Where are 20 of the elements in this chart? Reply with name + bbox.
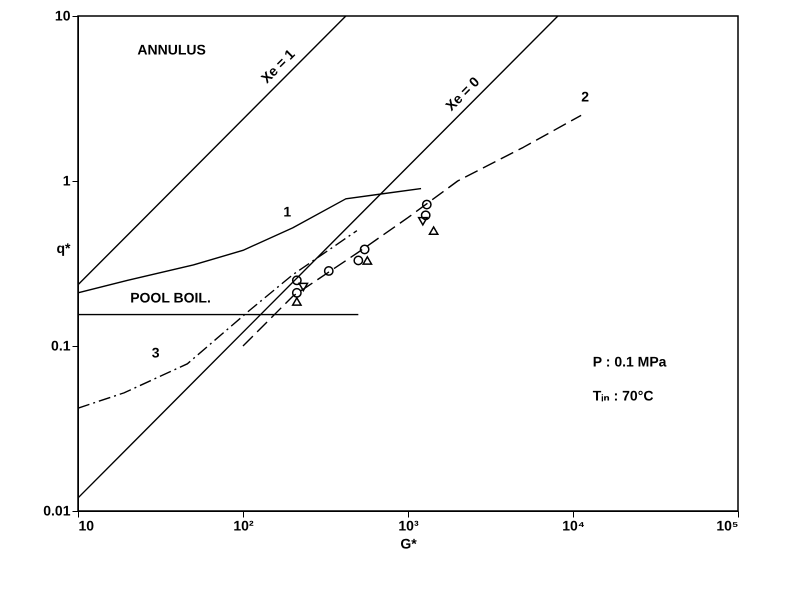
y-axis-title: q* [56, 240, 72, 256]
annotation: P : 0.1 MPa [592, 354, 667, 370]
text: Xe = 0 [442, 73, 483, 114]
series-label: 1 [283, 203, 292, 220]
x-tick-label: 10³ [398, 518, 419, 534]
text: Xe = 1 [258, 46, 298, 86]
x-axis-title: G* [400, 536, 418, 552]
x-tick-label: 10⁵ [716, 518, 738, 534]
y-tick-label: 0.1 [51, 338, 71, 354]
series-label: POOL BOIL. [130, 290, 211, 306]
series-label: 3 [152, 344, 160, 361]
x-tick-label: 10² [233, 518, 254, 534]
annotation: Tᵢₙ : 70°C [592, 388, 654, 404]
series-label: 2 [581, 88, 590, 104]
y-tick-label: 1 [62, 172, 71, 188]
y-tick-label: 0.01 [43, 502, 71, 518]
annotation: ANNULUS [137, 42, 206, 58]
x-tick-label: 10⁴ [562, 518, 585, 534]
x-tick-label: 10 [78, 518, 94, 534]
y-tick-label: 10 [54, 8, 71, 24]
